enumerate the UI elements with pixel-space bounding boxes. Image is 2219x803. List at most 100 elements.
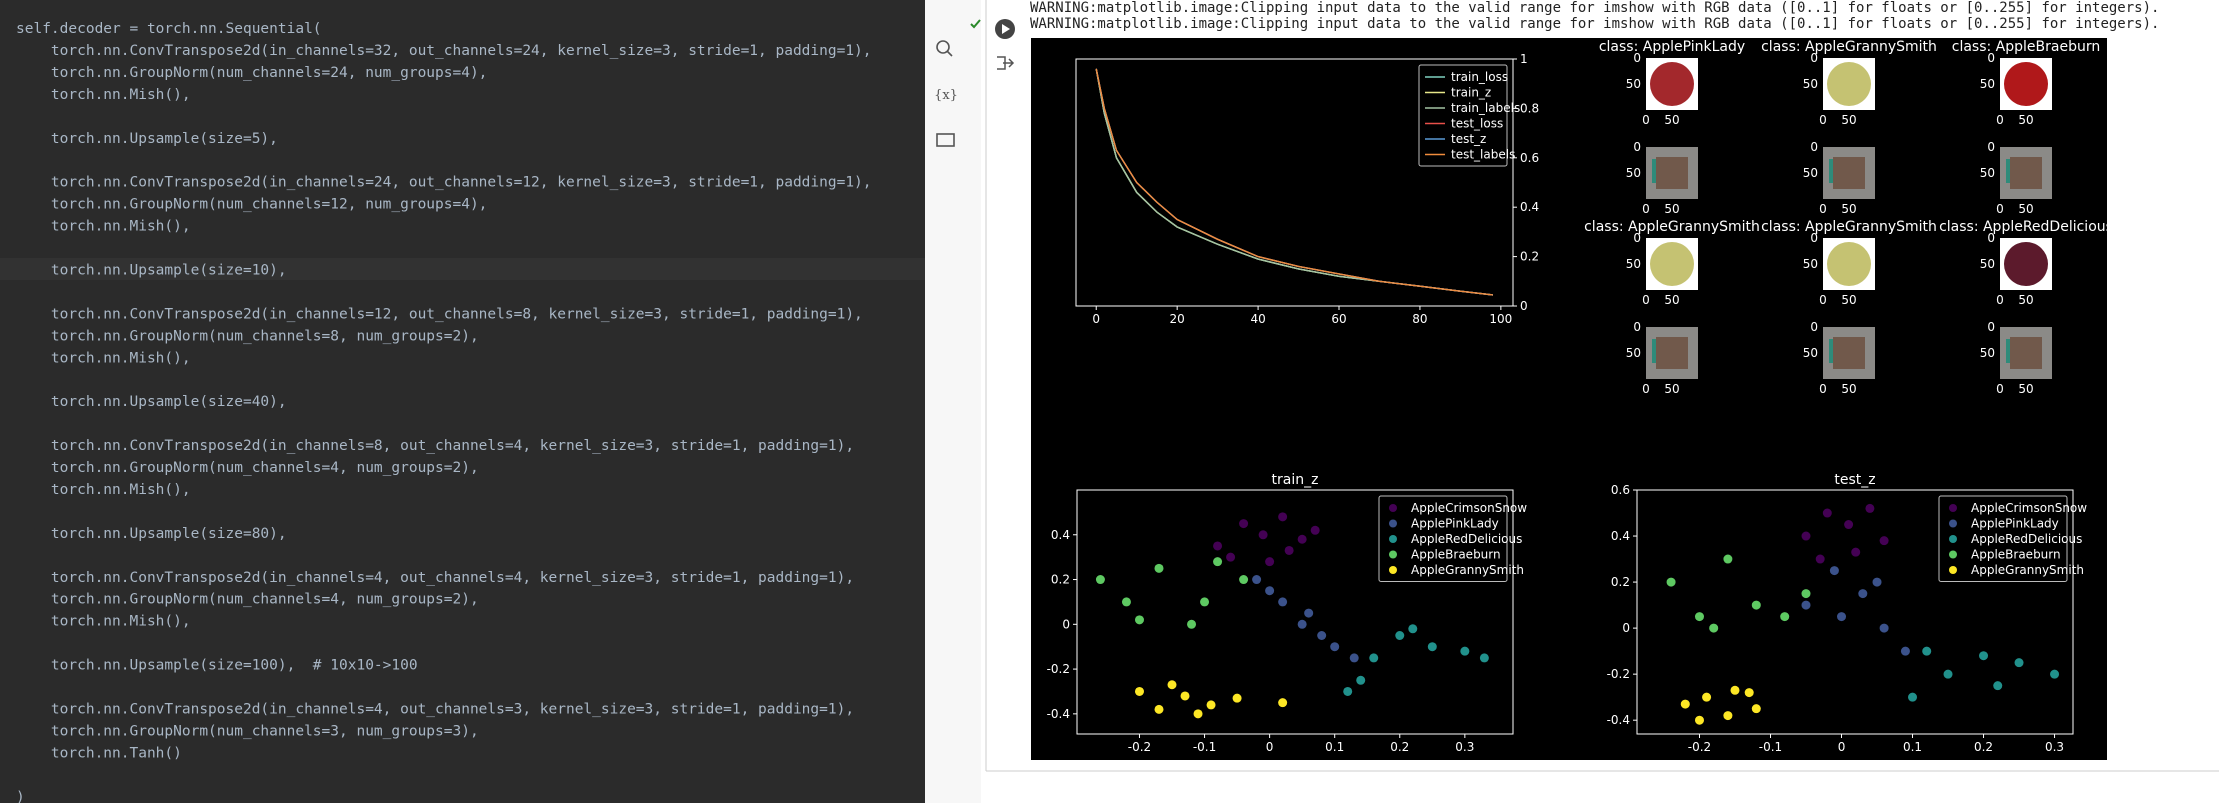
point (1723, 554, 1733, 564)
point (1239, 575, 1249, 585)
reconstruction-band (1829, 159, 1833, 183)
image-y-tick-label: 50 (1803, 77, 1818, 91)
point (1232, 693, 1242, 703)
point (1879, 536, 1889, 546)
legend-label: AppleBraeburn (1971, 548, 2061, 562)
search-icon[interactable] (936, 40, 950, 54)
code-line: torch.nn.Upsample(size=5), (16, 131, 278, 147)
axes-frame (1075, 58, 1514, 307)
sidebar (925, 0, 981, 803)
code-line: ) (16, 789, 25, 803)
point (1297, 619, 1307, 629)
legend-label: ApplePinkLady (1971, 517, 2059, 531)
point (1730, 685, 1740, 695)
x-tick-label: 0.3 (2045, 740, 2064, 754)
reconstruction-band (2006, 339, 2010, 363)
image-y-tick-label: 0 (1633, 140, 1641, 154)
image-y-tick-label: 50 (1980, 257, 1995, 271)
point (1702, 692, 1712, 702)
image-x-tick-label: 0 (1996, 382, 2004, 396)
code-line: torch.nn.GroupNorm(num_channels=8, num_g… (16, 328, 479, 344)
image-y-tick-label: 50 (1803, 257, 1818, 271)
point (1427, 642, 1437, 652)
point (1801, 589, 1811, 599)
legend-box (1418, 64, 1508, 167)
x-tick-label: 0 (1092, 312, 1100, 326)
axes-frame (1636, 489, 2074, 735)
y-tick-label: 0.2 (1611, 575, 1630, 589)
files-icon[interactable] (936, 133, 955, 147)
y2-tick-label: 0.8 (1520, 101, 1539, 115)
image-y-tick-label: 50 (1626, 346, 1641, 360)
y-tick-label: 0.6 (1611, 483, 1630, 497)
x-tick-label: 20 (1170, 312, 1185, 326)
image-x-tick-label: 50 (2018, 382, 2033, 396)
legend-marker (1949, 519, 1957, 528)
point (1865, 503, 1875, 513)
chart-title: train_z (1272, 472, 1319, 488)
image-x-tick-label: 50 (1664, 113, 1679, 127)
legend-marker (1389, 504, 1397, 512)
legend-marker (1389, 550, 1397, 559)
y-tick-label: 0 (1062, 617, 1070, 631)
legend-label: train_z (1451, 86, 1491, 100)
point (1993, 681, 2003, 691)
image-y-tick-label: 50 (1803, 346, 1818, 360)
point (1908, 692, 1918, 702)
image-y-tick-label: 0 (1633, 231, 1641, 245)
point (1304, 608, 1314, 618)
image-y-tick-label: 0 (1633, 51, 1641, 65)
point (1284, 545, 1294, 555)
image-x-tick-label: 0 (1642, 113, 1650, 127)
image-y-tick-label: 0 (1810, 51, 1818, 65)
point (1844, 520, 1854, 530)
output-icon[interactable] (997, 56, 1015, 70)
image-x-tick-label: 50 (1841, 382, 1856, 396)
warning-line: WARNING:matplotlib.image:Clipping input … (1030, 0, 2159, 16)
image-x-tick-label: 0 (1642, 382, 1650, 396)
code-line: torch.nn.ConvTranspose2d(in_channels=24,… (16, 175, 872, 191)
reconstruction-core (1656, 157, 1688, 189)
point (1134, 615, 1144, 625)
legend-marker (1949, 566, 1957, 574)
sidebar-icons[interactable]: {x} (934, 40, 958, 147)
legend-label: train_loss (1451, 70, 1508, 84)
point (1837, 612, 1847, 622)
code-line: torch.nn.ConvTranspose2d(in_channels=4, … (16, 570, 854, 586)
figure-content: 0 20 40 60 80 100 0 0.2 0.4 0.6 0.8 1 train_losstrai… (1047, 39, 2113, 754)
line-series (1095, 68, 1493, 296)
y-tick-label: 0.4 (1611, 529, 1630, 543)
point (1369, 653, 1379, 663)
image-y-tick-label: 50 (1980, 166, 1995, 180)
search-icon-handle (946, 50, 953, 57)
point (1751, 704, 1761, 714)
image-x-tick-label: 50 (2018, 113, 2033, 127)
legend-label: train_labels (1451, 101, 1520, 115)
y2-tick-label: 0 (1520, 299, 1528, 313)
chart-title: test_z (1834, 472, 1875, 488)
point (1317, 631, 1327, 641)
point (1206, 700, 1216, 710)
x-tick-label: 100 (1489, 312, 1512, 326)
point (1829, 566, 1839, 576)
image-x-tick-label: 50 (1841, 202, 1856, 216)
reconstruction-band (1652, 339, 1656, 363)
point (1851, 547, 1861, 557)
image-x-tick-label: 50 (1841, 113, 1856, 127)
warning-line: WARNING:matplotlib.image:Clipping input … (1030, 16, 2159, 32)
point (1134, 686, 1144, 696)
point (2014, 658, 2024, 668)
y-tick-label: -0.4 (1607, 713, 1630, 727)
image-x-tick-label: 0 (1642, 293, 1650, 307)
current-line (0, 258, 925, 280)
code-line: torch.nn.ConvTranspose2d(in_channels=32,… (16, 43, 872, 59)
variables-icon[interactable]: {x} (934, 88, 958, 103)
code-line: torch.nn.Mish(), (16, 87, 191, 103)
x-tick-label: 0.3 (1455, 740, 1474, 754)
point (1694, 715, 1704, 725)
point (1694, 612, 1704, 622)
point (1744, 688, 1754, 698)
image-x-tick-label: 50 (1664, 293, 1679, 307)
image-x-tick-label: 0 (1996, 202, 2004, 216)
